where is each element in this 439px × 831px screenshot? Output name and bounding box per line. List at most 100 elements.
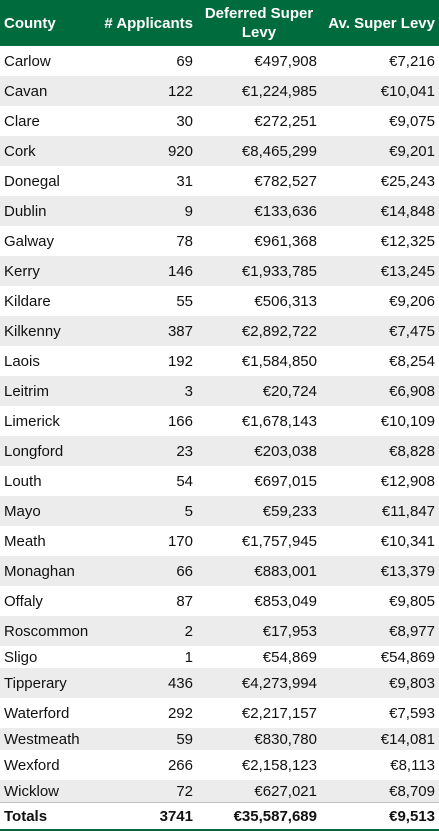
county-cell: Donegal <box>4 172 60 190</box>
table-body: Carlow 69 €497,908 €7,216 Cavan 122 €1,224,985… <box>0 46 439 803</box>
table-row: Waterford 292 €2,217,157 €7,593 <box>0 698 439 728</box>
deferred-levy-cell: €1,224,985 <box>241 82 317 100</box>
table-row: Kildare 55 €506,313 €9,206 <box>0 286 439 316</box>
average-levy-cell: €9,805 <box>389 592 435 610</box>
county-cell: Louth <box>4 472 42 490</box>
applicants-cell: 78 <box>176 232 193 250</box>
applicants-cell: 122 <box>167 82 193 100</box>
deferred-levy-cell: €506,313 <box>254 292 317 310</box>
average-levy-cell: €8,709 <box>389 782 435 800</box>
table-row: Westmeath 59 €830,780 €14,081 <box>0 728 439 750</box>
applicants-cell: 436 <box>167 674 193 692</box>
applicants-cell: 170 <box>167 532 193 550</box>
average-levy-cell: €10,109 <box>380 412 435 430</box>
table-row: Mayo 5 €59,233 €11,847 <box>0 496 439 526</box>
average-levy-cell: €10,041 <box>380 82 435 100</box>
deferred-levy-cell: €782,527 <box>254 172 317 190</box>
applicants-cell: 9 <box>184 202 193 220</box>
average-levy-cell: €8,977 <box>389 622 435 640</box>
table-row: Sligo 1 €54,869 €54,869 <box>0 646 439 668</box>
applicants-cell: 72 <box>176 782 193 800</box>
county-cell: Laois <box>4 352 40 370</box>
county-cell: Wicklow <box>4 782 59 800</box>
deferred-levy-cell: €59,233 <box>262 502 317 520</box>
totals-average: €9,513 <box>321 802 439 831</box>
county-cell: Clare <box>4 112 40 130</box>
deferred-levy-cell: €8,465,299 <box>241 142 317 160</box>
deferred-levy-cell: €1,757,945 <box>241 532 317 550</box>
table-row: Louth 54 €697,015 €12,908 <box>0 466 439 496</box>
deferred-levy-cell: €497,908 <box>254 52 317 70</box>
county-cell: Galway <box>4 232 55 250</box>
county-cell: Monaghan <box>4 562 75 580</box>
table-row: Limerick 166 €1,678,143 €10,109 <box>0 406 439 436</box>
average-levy-cell: €13,379 <box>380 562 435 580</box>
deferred-levy-cell: €1,584,850 <box>241 352 317 370</box>
totals-label: Totals <box>0 802 91 831</box>
applicants-cell: 387 <box>167 322 193 340</box>
county-cell: Cavan <box>4 82 48 100</box>
deferred-levy-cell: €1,678,143 <box>241 412 317 430</box>
applicants-cell: 146 <box>167 262 193 280</box>
county-cell: Leitrim <box>4 382 50 400</box>
table-row: Meath 170 €1,757,945 €10,341 <box>0 526 439 556</box>
average-levy-cell: €7,475 <box>389 322 435 340</box>
applicants-cell: 66 <box>176 562 193 580</box>
table-row: Offaly 87 €853,049 €9,805 <box>0 586 439 616</box>
average-levy-cell: €10,341 <box>380 532 435 550</box>
table-row: Cork 920 €8,465,299 €9,201 <box>0 136 439 166</box>
applicants-cell: 166 <box>167 412 193 430</box>
table-row: Carlow 69 €497,908 €7,216 <box>0 46 439 76</box>
table-row: Galway 78 €961,368 €12,325 <box>0 226 439 256</box>
deferred-levy-cell: €17,953 <box>262 622 317 640</box>
applicants-cell: 192 <box>167 352 193 370</box>
table-row: Kilkenny 387 €2,892,722 €7,475 <box>0 316 439 346</box>
header-county: County <box>4 14 56 32</box>
table-row: Laois 192 €1,584,850 €8,254 <box>0 346 439 376</box>
table-row: Dublin 9 €133,636 €14,848 <box>0 196 439 226</box>
applicants-cell: 59 <box>176 730 193 748</box>
county-cell: Mayo <box>4 502 41 520</box>
deferred-levy-cell: €883,001 <box>254 562 317 580</box>
applicants-cell: 3 <box>184 382 193 400</box>
average-levy-cell: €11,847 <box>381 502 435 520</box>
deferred-levy-cell: €2,158,123 <box>241 756 317 774</box>
table-footer: Totals 3741 €35,587,689 €9,513 <box>0 802 439 831</box>
county-cell: Sligo <box>4 648 38 666</box>
applicants-cell: 292 <box>167 704 193 722</box>
applicants-cell: 2 <box>184 622 193 640</box>
county-cell: Westmeath <box>4 730 80 748</box>
table-row: Kerry 146 €1,933,785 €13,245 <box>0 256 439 286</box>
average-levy-cell: €9,206 <box>389 292 435 310</box>
deferred-levy-cell: €272,251 <box>254 112 317 130</box>
applicants-cell: 23 <box>176 442 193 460</box>
average-levy-cell: €6,908 <box>389 382 435 400</box>
county-cell: Meath <box>4 532 46 550</box>
table-row: Wexford 266 €2,158,123 €8,113 <box>0 750 439 780</box>
applicants-cell: 1 <box>184 648 193 666</box>
table-row: Tipperary 436 €4,273,994 €9,803 <box>0 668 439 698</box>
county-cell: Limerick <box>4 412 60 430</box>
table-row: Longford 23 €203,038 €8,828 <box>0 436 439 466</box>
average-levy-cell: €9,201 <box>389 142 435 160</box>
applicants-cell: 5 <box>184 502 193 520</box>
table-row: Donegal 31 €782,527 €25,243 <box>0 166 439 196</box>
county-cell: Offaly <box>4 592 43 610</box>
county-cell: Carlow <box>4 52 51 70</box>
applicants-cell: 920 <box>167 142 193 160</box>
table-row: Leitrim 3 €20,724 €6,908 <box>0 376 439 406</box>
deferred-levy-cell: €54,869 <box>262 648 317 666</box>
deferred-levy-cell: €853,049 <box>254 592 317 610</box>
county-cell: Tipperary <box>4 674 67 692</box>
table-row: Clare 30 €272,251 €9,075 <box>0 106 439 136</box>
average-levy-cell: €8,828 <box>389 442 435 460</box>
average-levy-cell: €12,325 <box>380 232 435 250</box>
deferred-levy-cell: €961,368 <box>254 232 317 250</box>
deferred-levy-cell: €4,273,994 <box>241 674 317 692</box>
average-levy-cell: €12,908 <box>380 472 435 490</box>
county-cell: Dublin <box>4 202 47 220</box>
applicants-cell: 30 <box>176 112 193 130</box>
average-levy-cell: €9,075 <box>389 112 435 130</box>
table-header: County # Applicants Deferred Super Levy … <box>0 0 439 46</box>
applicants-cell: 31 <box>176 172 193 190</box>
